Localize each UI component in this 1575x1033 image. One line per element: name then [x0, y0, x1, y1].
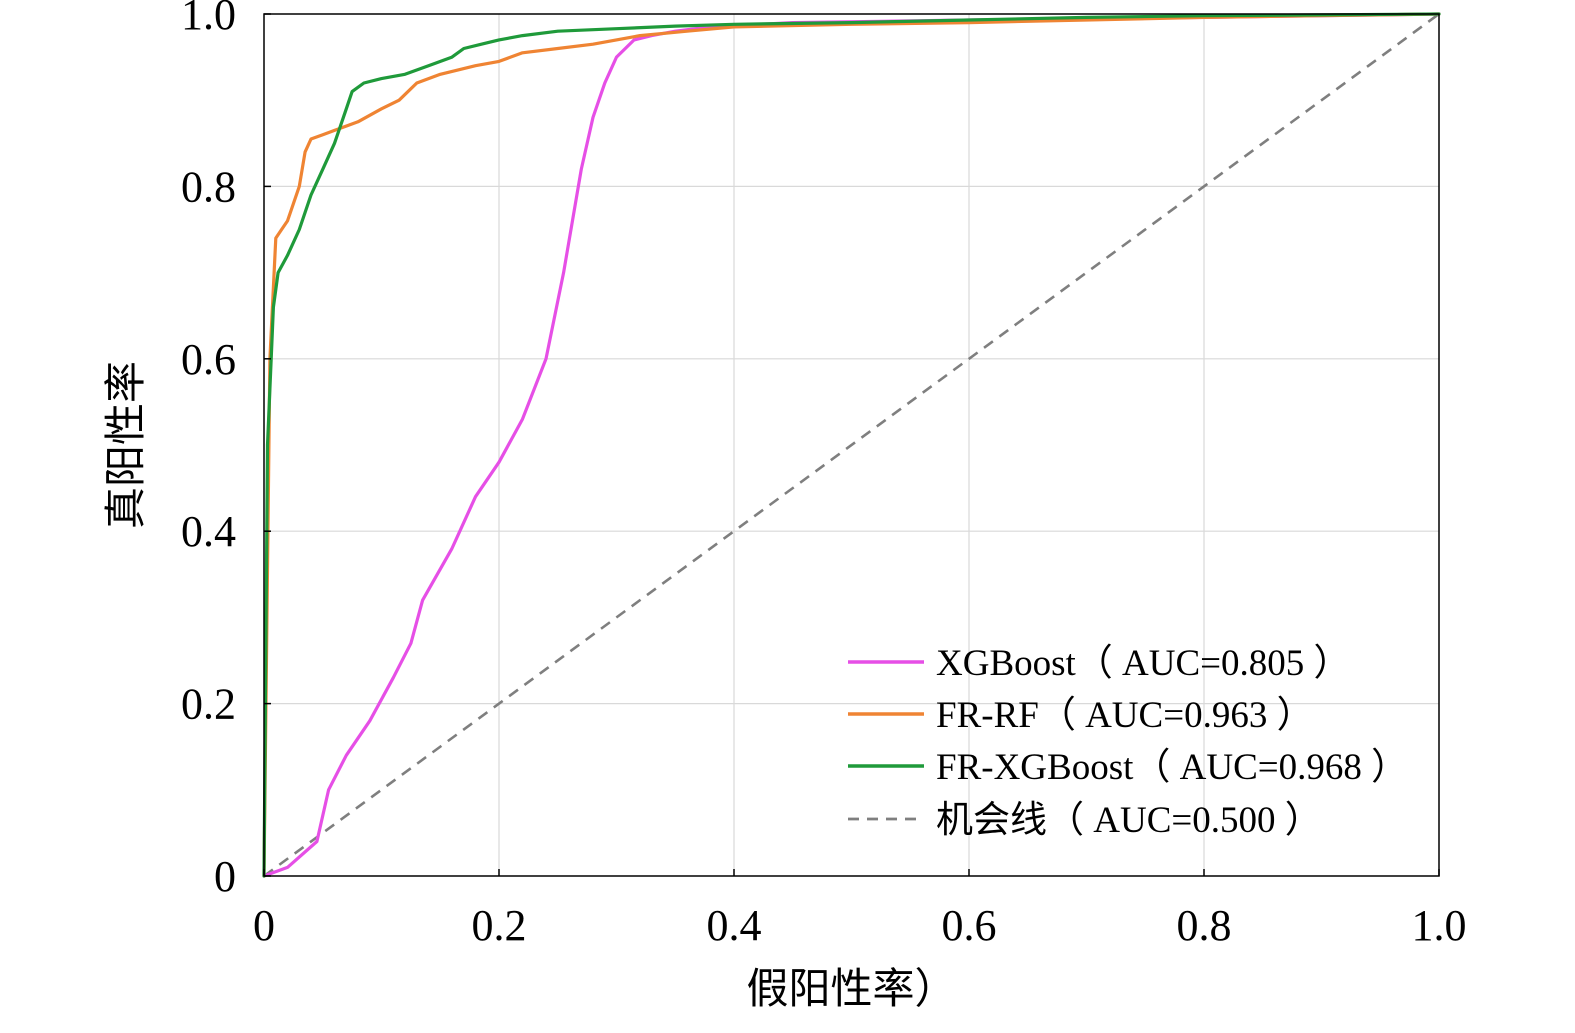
- x-tick-label: 1.0: [1412, 901, 1467, 950]
- series-line-3: [263, 12, 1440, 878]
- legend-label-3: 机会线（ AUC=0.500 ）: [936, 799, 1322, 841]
- x-tick-label: 0.6: [942, 901, 997, 950]
- x-tick-label: 0.2: [472, 901, 527, 950]
- y-tick-label: 0.6: [181, 335, 236, 384]
- y-tick-label: 0: [214, 852, 236, 901]
- x-tick-labels: 0 0.2 0.4 0.6 0.8 1.0: [253, 901, 1467, 950]
- legend-label-2: FR-XGBoost（ AUC=0.968 ）: [936, 747, 1408, 788]
- series-line-0: [262, 12, 1441, 878]
- legend-label-0: XGBoost（ AUC=0.805 ）: [936, 643, 1351, 684]
- legend-label-1: FR-RF（ AUC=0.963 ）: [936, 695, 1314, 736]
- x-axis-title: 假阳性率）: [746, 964, 956, 1013]
- axis-ticks: [263, 13, 1440, 877]
- y-tick-labels: 0 0.2 0.4 0.6 0.8 1.0: [181, 0, 236, 901]
- series-line-1: [262, 12, 1441, 878]
- y-tick-label: 0.4: [181, 507, 236, 556]
- x-tick-label: 0.8: [1177, 901, 1232, 950]
- series-line-2: [262, 12, 1441, 878]
- plot-frame: [263, 13, 1440, 877]
- y-axis-title: 真阳性率: [101, 361, 150, 529]
- y-tick-label: 0.8: [181, 162, 236, 211]
- legend: XGBoost（ AUC=0.805 ） FR-RF（ AUC=0.963 ） FR…: [848, 643, 1408, 841]
- x-tick-label: 0.4: [707, 901, 762, 950]
- x-tick-label: 0: [253, 901, 275, 950]
- series-layer: [262, 12, 1441, 878]
- y-tick-label: 1.0: [181, 0, 236, 39]
- y-tick-label: 0.2: [181, 680, 236, 729]
